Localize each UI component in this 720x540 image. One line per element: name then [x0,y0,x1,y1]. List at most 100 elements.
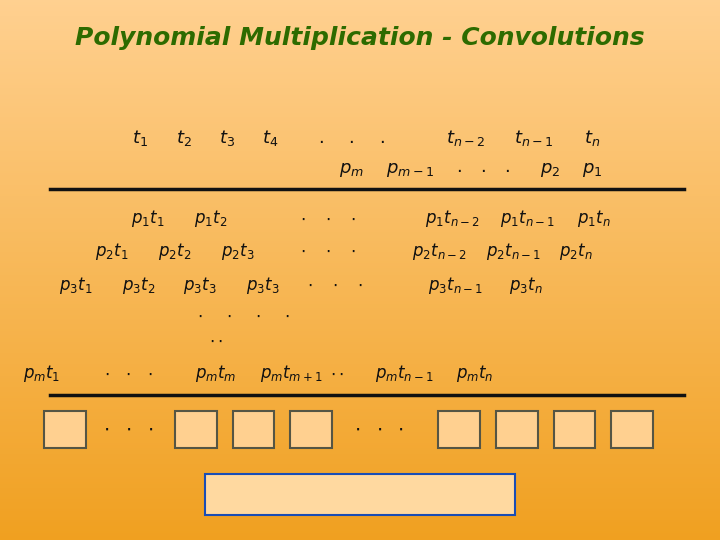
Bar [0,63,720,65]
Text: $p_2t_2$: $p_2t_2$ [158,241,191,261]
Bar [0,304,720,306]
Text: $t_4$: $t_4$ [262,127,278,148]
Bar [0,65,720,66]
Bar [0,401,720,403]
Text: $\cdot\cdot$: $\cdot\cdot$ [330,364,344,383]
FancyBboxPatch shape [496,411,538,448]
Bar [0,27,720,29]
Bar [0,81,720,83]
Bar [0,112,720,113]
Bar [0,77,720,79]
Bar [0,297,720,299]
Text: $p_1t_1$: $p_1t_1$ [131,208,164,229]
Text: $\cdot$: $\cdot$ [284,307,289,325]
Bar [0,36,720,38]
Bar [0,328,720,329]
Bar [0,420,720,421]
Bar [0,254,720,255]
Bar [0,174,720,177]
Text: $\cdot$: $\cdot$ [480,161,486,179]
Bar [0,248,720,250]
Bar [0,378,720,380]
Bar [0,482,720,484]
Text: $p_2$: $p_2$ [540,161,560,179]
Bar [0,353,720,355]
Bar [0,538,720,540]
Text: $p_mt_{n-1}$: $p_mt_{n-1}$ [375,363,434,384]
Bar [0,466,720,468]
Bar [0,396,720,398]
Bar [0,220,720,221]
Bar [0,201,720,204]
Bar [0,344,720,346]
Bar [0,236,720,238]
Bar [0,228,720,231]
Text: Polynomial Multiplication - Convolutions: Polynomial Multiplication - Convolutions [75,26,645,50]
Bar [0,430,720,432]
Bar [0,409,720,410]
Bar [0,394,720,396]
Bar [0,436,720,437]
Bar [0,255,720,258]
Bar [0,410,720,412]
Bar [0,477,720,479]
Bar [0,160,720,162]
Text: $\cdot$: $\cdot$ [104,420,109,439]
Bar [0,479,720,481]
Bar [0,259,720,261]
Bar [0,471,720,474]
Text: $p_1$: $p_1$ [582,161,602,179]
Bar [0,164,720,166]
Bar [0,281,720,282]
Bar [0,403,720,405]
Bar [0,518,720,520]
Text: $p_2t_3$: $p_2t_3$ [221,241,254,261]
Bar [0,184,720,185]
Bar [0,434,720,436]
Bar [0,158,720,160]
Text: $\cdot$: $\cdot$ [104,364,109,383]
Bar [0,32,720,34]
Bar [0,301,720,302]
Text: $.$: $.$ [348,129,354,147]
Bar [0,59,720,61]
Text: $p_1t_{n-1}$: $p_1t_{n-1}$ [500,208,555,229]
Bar [0,393,720,394]
Text: $p_mt_1$: $p_mt_1$ [23,363,60,384]
Bar [0,0,720,2]
Bar [0,528,720,529]
Bar [0,258,720,259]
Text: $t_n$: $t_n$ [584,127,600,148]
Bar [0,333,720,335]
Bar [0,504,720,506]
Bar [0,355,720,356]
Bar [0,358,720,360]
Text: $\cdot$: $\cdot$ [456,161,462,179]
Bar [0,531,720,533]
Bar [0,470,720,471]
Bar [0,506,720,508]
Bar [0,193,720,194]
Bar [0,147,720,150]
Bar [0,198,720,200]
Text: $p_mt_m$: $p_mt_m$ [195,363,237,384]
Bar [0,250,720,252]
Bar [0,9,720,11]
Text: $p_1t_{n-2}$: $p_1t_{n-2}$ [425,208,480,229]
Bar [0,285,720,286]
Text: $t_1$: $t_1$ [132,127,148,148]
Bar [0,207,720,209]
Bar [0,83,720,85]
Bar [0,113,720,115]
Bar [0,66,720,69]
Bar [0,277,720,279]
Bar [0,45,720,47]
Bar [0,265,720,266]
Bar [0,204,720,205]
Bar [0,385,720,387]
Bar [0,495,720,497]
Bar [0,69,720,70]
Bar [0,457,720,459]
Text: $p_3t_2$: $p_3t_2$ [122,275,155,295]
Bar [0,288,720,290]
